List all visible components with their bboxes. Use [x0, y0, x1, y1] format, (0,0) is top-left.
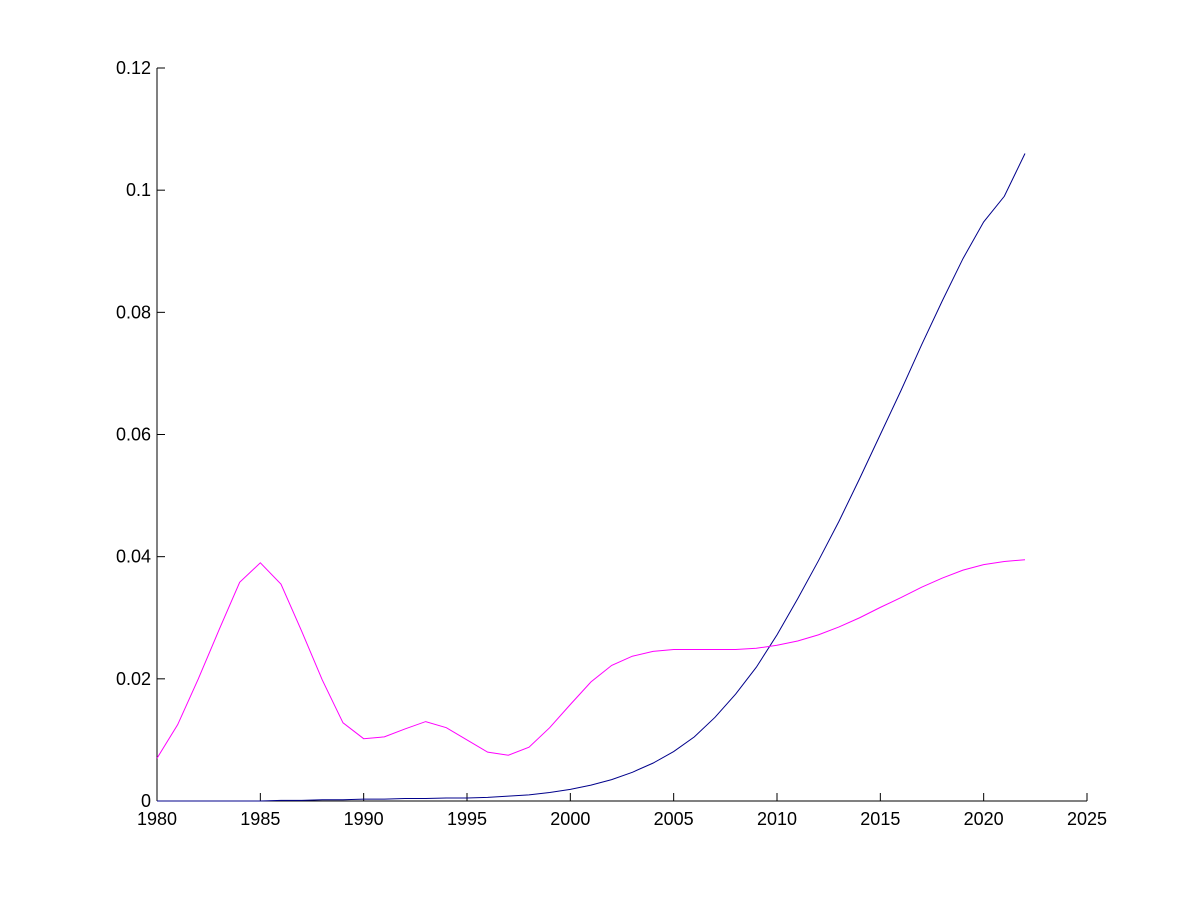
x-tick-label: 1980 — [137, 809, 177, 829]
x-tick-label: 2005 — [654, 809, 694, 829]
y-tick-label: 0.06 — [116, 425, 151, 445]
x-tick-label: 2000 — [550, 809, 590, 829]
series-line-2 — [156, 559, 1026, 759]
y-tick-label: 0.12 — [116, 58, 151, 78]
y-tick-label: 0 — [141, 791, 151, 811]
x-tick-label: 2025 — [1067, 809, 1107, 829]
axes — [156, 68, 1087, 802]
y-tick-label: 0.02 — [116, 669, 151, 689]
x-tick-label: 2015 — [860, 809, 900, 829]
series-line-1 — [157, 153, 1026, 802]
plot-lines — [156, 153, 1026, 802]
x-tick-label: 1985 — [240, 809, 280, 829]
axis-ticks: 1980 1985 1990 1995 2000 2005 2010 2015 2020 2025… — [116, 58, 1107, 829]
y-tick-label: 0.08 — [116, 302, 151, 322]
y-tick-label: 0.1 — [126, 180, 151, 200]
x-tick-label: 1995 — [447, 809, 487, 829]
x-tick-label: 2010 — [757, 809, 797, 829]
x-tick-label: 2020 — [964, 809, 1004, 829]
x-tick-label: 1990 — [344, 809, 384, 829]
y-tick-label: 0.04 — [116, 547, 151, 567]
